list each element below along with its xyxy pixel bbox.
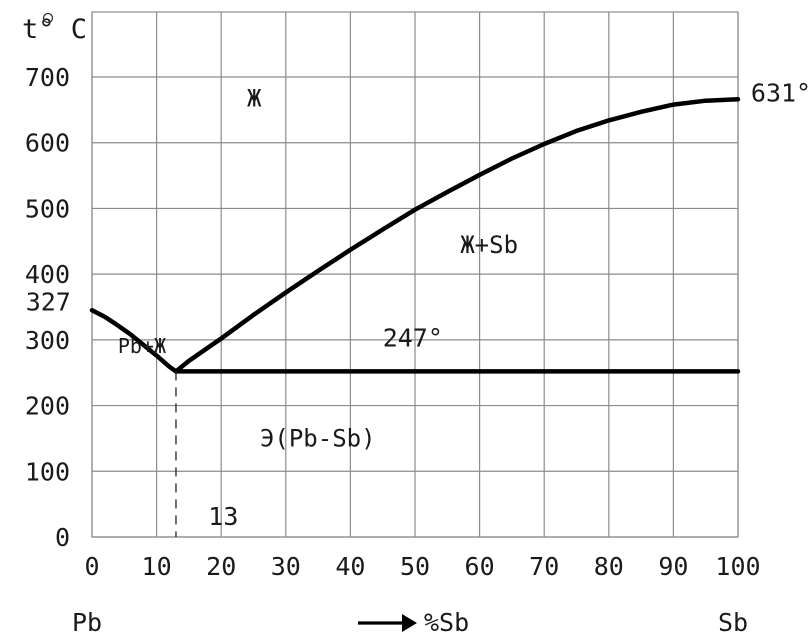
x-tick-label: 10 bbox=[142, 552, 172, 581]
annotations: 327 247° 631° 13 bbox=[26, 12, 811, 531]
x-tick-label: 20 bbox=[206, 552, 236, 581]
annotation-label: 13 bbox=[208, 502, 238, 531]
tick-labels: 0 10 20 30 40 50 60 70 80 90 100 0 100 200 300 400 500 60… bbox=[25, 63, 761, 581]
annotation-label: 631° bbox=[751, 78, 811, 107]
x-tick-label: 60 bbox=[465, 552, 495, 581]
y-tick-label: 600 bbox=[25, 129, 70, 158]
y-tick-label: 300 bbox=[25, 326, 70, 355]
annotation-label: 327 bbox=[26, 287, 71, 316]
x-tick-label: 80 bbox=[594, 552, 624, 581]
degree-icon bbox=[42, 12, 54, 24]
y-tick-label: 0 bbox=[55, 523, 70, 552]
x-tick-label: 30 bbox=[271, 552, 301, 581]
x-tick-label: 50 bbox=[400, 552, 430, 581]
arrow-icon bbox=[358, 614, 417, 632]
x-end-label-sb: Sb bbox=[718, 608, 748, 637]
y-tick-label: 200 bbox=[25, 392, 70, 421]
x-tick-label: 40 bbox=[335, 552, 365, 581]
y-tick-label: 400 bbox=[25, 260, 70, 289]
y-axis-label: t° C bbox=[22, 14, 87, 45]
x-tick-label: 0 bbox=[84, 552, 99, 581]
liquidus-curve-2 bbox=[173, 97, 741, 374]
region-label: Ж+Sb bbox=[460, 231, 518, 259]
x-tick-label: 100 bbox=[715, 552, 760, 581]
y-tick-label: 100 bbox=[25, 457, 70, 486]
region-label: Pb+Ж bbox=[118, 334, 166, 358]
curves bbox=[89, 97, 741, 537]
x-axis-label-percent-sb: %Sb bbox=[424, 608, 469, 637]
grid bbox=[91, 12, 739, 538]
plot-frame bbox=[91, 11, 739, 538]
region-labels: Ж Ж+Sb Pb+Ж Э(Pb-Sb) bbox=[118, 85, 518, 453]
y-tick-label: 700 bbox=[25, 63, 70, 92]
annotation-label: 247° bbox=[383, 323, 443, 352]
liquidus-curve-1 bbox=[89, 308, 179, 374]
y-tick-label: 500 bbox=[25, 194, 70, 223]
x-tick-label: 90 bbox=[658, 552, 688, 581]
region-label: Ж bbox=[247, 85, 262, 113]
region-label: Э(Pb-Sb) bbox=[260, 424, 376, 452]
x-tick-label: 70 bbox=[529, 552, 559, 581]
x-end-label-pb: Pb bbox=[72, 608, 102, 637]
chart-labels: t° C Pb %Sb Sb bbox=[22, 14, 748, 637]
